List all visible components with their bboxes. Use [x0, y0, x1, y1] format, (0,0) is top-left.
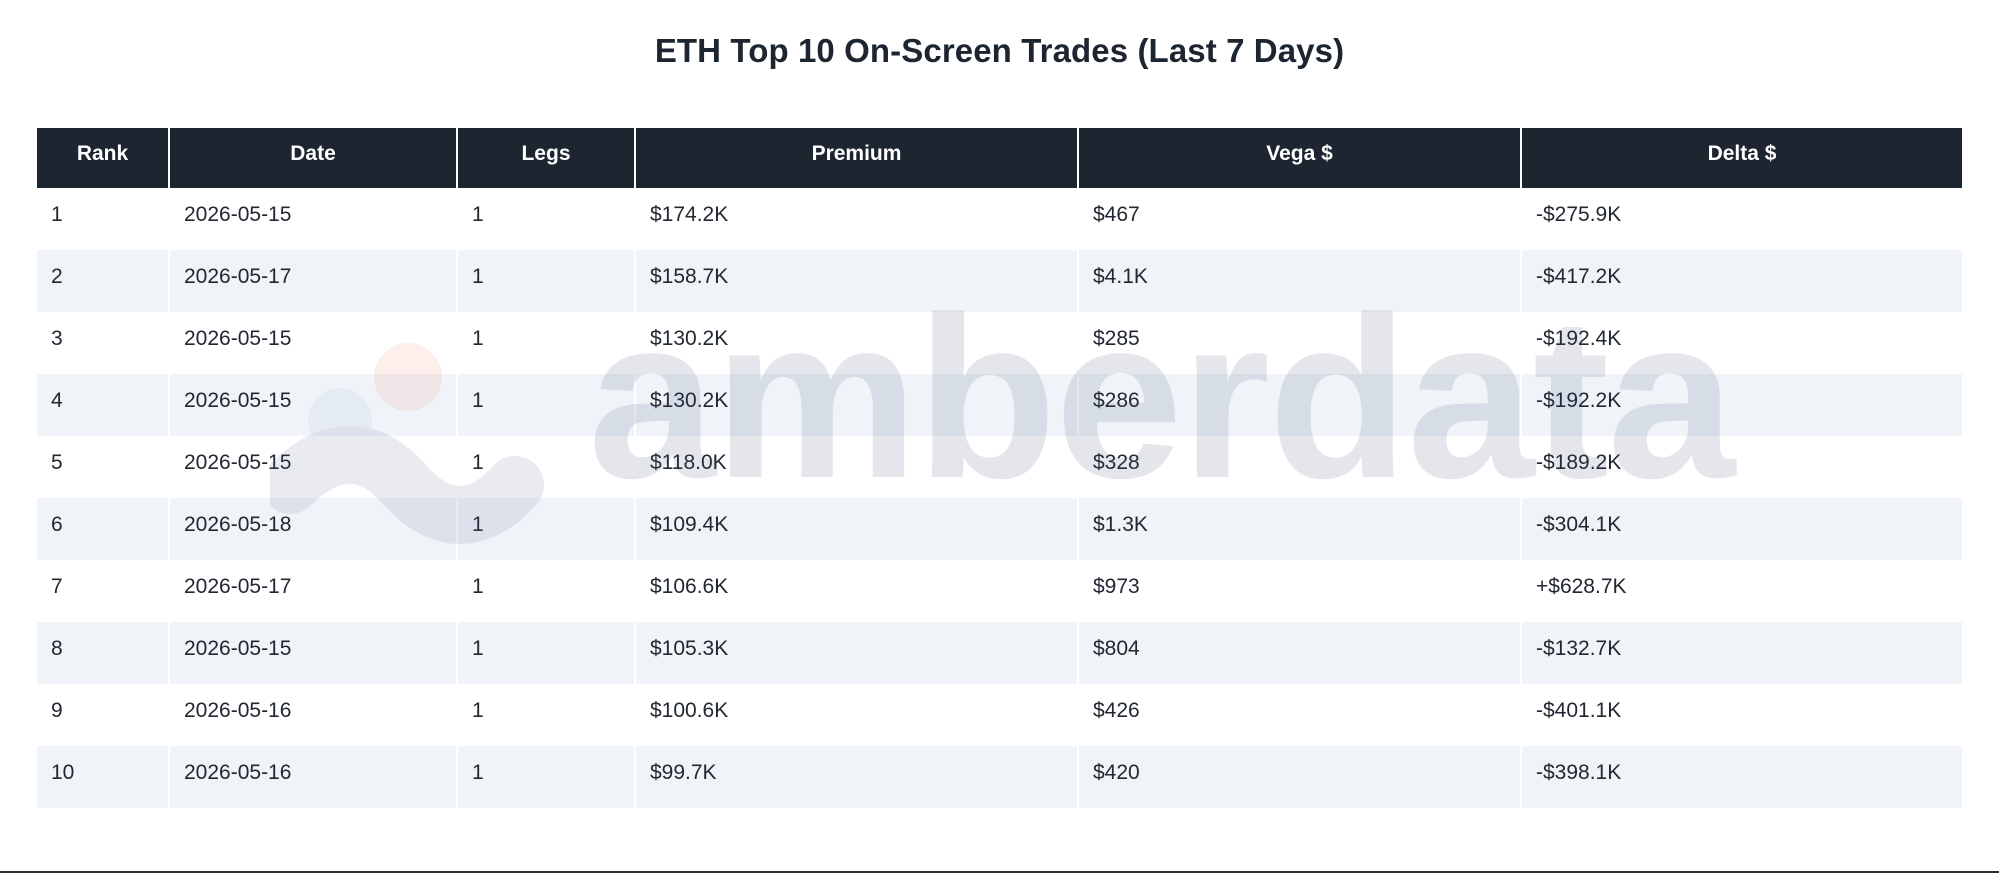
cell-legs: 1	[457, 250, 636, 312]
cell-delta: -$398.1K	[1521, 746, 1962, 808]
table-row: 10 2026-05-16 1 $99.7K $420 -$398.1K	[37, 746, 1962, 808]
cell-rank: 7	[37, 560, 170, 622]
cell-premium: $109.4K	[635, 498, 1079, 560]
cell-delta: -$132.7K	[1521, 622, 1962, 684]
cell-premium: $130.2K	[635, 374, 1079, 436]
cell-premium: $106.6K	[635, 560, 1079, 622]
cell-vega: $426	[1078, 684, 1522, 746]
cell-delta: -$417.2K	[1521, 250, 1962, 312]
table-body: 1 2026-05-15 1 $174.2K $467 -$275.9K 2 2026-05-…	[37, 188, 1962, 808]
cell-rank: 6	[37, 498, 170, 560]
bottom-border	[0, 871, 1999, 873]
table-row: 5 2026-05-15 1 $118.0K $328 -$189.2K	[37, 436, 1962, 498]
table-row: 2 2026-05-17 1 $158.7K $4.1K -$417.2K	[37, 250, 1962, 312]
cell-legs: 1	[457, 684, 636, 746]
cell-rank: 10	[37, 746, 170, 808]
cell-premium: $105.3K	[635, 622, 1079, 684]
cell-legs: 1	[457, 188, 636, 250]
cell-date: 2026-05-17	[169, 560, 458, 622]
cell-premium: $174.2K	[635, 188, 1079, 250]
cell-vega: $285	[1078, 312, 1522, 374]
cell-delta: -$401.1K	[1521, 684, 1962, 746]
cell-date: 2026-05-17	[169, 250, 458, 312]
cell-delta: -$192.2K	[1521, 374, 1962, 436]
cell-premium: $158.7K	[635, 250, 1079, 312]
table-row: 1 2026-05-15 1 $174.2K $467 -$275.9K	[37, 188, 1962, 250]
trades-table: Rank Date Legs Premium Vega $ Delta $ 1 2026-0…	[37, 128, 1962, 808]
cell-date: 2026-05-15	[169, 436, 458, 498]
cell-date: 2026-05-15	[169, 374, 458, 436]
cell-legs: 1	[457, 560, 636, 622]
cell-premium: $99.7K	[635, 746, 1079, 808]
table-title: ETH Top 10 On-Screen Trades (Last 7 Days…	[654, 32, 1345, 69]
column-header-date: Date	[169, 128, 458, 188]
cell-vega: $1.3K	[1078, 498, 1522, 560]
cell-rank: 3	[37, 312, 170, 374]
cell-legs: 1	[457, 746, 636, 808]
cell-vega: $467	[1078, 188, 1522, 250]
column-header-vega: Vega $	[1078, 128, 1522, 188]
table-header-row: Rank Date Legs Premium Vega $ Delta $	[37, 128, 1962, 188]
cell-vega: $804	[1078, 622, 1522, 684]
column-header-rank: Rank	[37, 128, 170, 188]
cell-premium: $118.0K	[635, 436, 1079, 498]
cell-delta: -$189.2K	[1521, 436, 1962, 498]
cell-rank: 9	[37, 684, 170, 746]
cell-date: 2026-05-18	[169, 498, 458, 560]
cell-vega: $4.1K	[1078, 250, 1522, 312]
cell-delta: -$192.4K	[1521, 312, 1962, 374]
cell-date: 2026-05-16	[169, 746, 458, 808]
table-row: 7 2026-05-17 1 $106.6K $973 +$628.7K	[37, 560, 1962, 622]
table-row: 3 2026-05-15 1 $130.2K $285 -$192.4K	[37, 312, 1962, 374]
cell-delta: -$275.9K	[1521, 188, 1962, 250]
cell-rank: 5	[37, 436, 170, 498]
cell-legs: 1	[457, 622, 636, 684]
cell-vega: $286	[1078, 374, 1522, 436]
cell-delta: -$304.1K	[1521, 498, 1962, 560]
cell-legs: 1	[457, 436, 636, 498]
cell-legs: 1	[457, 312, 636, 374]
cell-premium: $130.2K	[635, 312, 1079, 374]
column-header-delta: Delta $	[1521, 128, 1962, 188]
cell-rank: 8	[37, 622, 170, 684]
cell-vega: $973	[1078, 560, 1522, 622]
cell-legs: 1	[457, 498, 636, 560]
cell-date: 2026-05-15	[169, 312, 458, 374]
cell-delta: +$628.7K	[1521, 560, 1962, 622]
column-header-legs: Legs	[457, 128, 636, 188]
cell-date: 2026-05-15	[169, 622, 458, 684]
cell-vega: $328	[1078, 436, 1522, 498]
cell-vega: $420	[1078, 746, 1522, 808]
cell-premium: $100.6K	[635, 684, 1079, 746]
cell-rank: 4	[37, 374, 170, 436]
cell-date: 2026-05-15	[169, 188, 458, 250]
table-row: 6 2026-05-18 1 $109.4K $1.3K -$304.1K	[37, 498, 1962, 560]
cell-legs: 1	[457, 374, 636, 436]
cell-rank: 2	[37, 250, 170, 312]
cell-date: 2026-05-16	[169, 684, 458, 746]
column-header-premium: Premium	[635, 128, 1079, 188]
table-row: 9 2026-05-16 1 $100.6K $426 -$401.1K	[37, 684, 1962, 746]
cell-rank: 1	[37, 188, 170, 250]
table-row: 4 2026-05-15 1 $130.2K $286 -$192.2K	[37, 374, 1962, 436]
table-row: 8 2026-05-15 1 $105.3K $804 -$132.7K	[37, 622, 1962, 684]
